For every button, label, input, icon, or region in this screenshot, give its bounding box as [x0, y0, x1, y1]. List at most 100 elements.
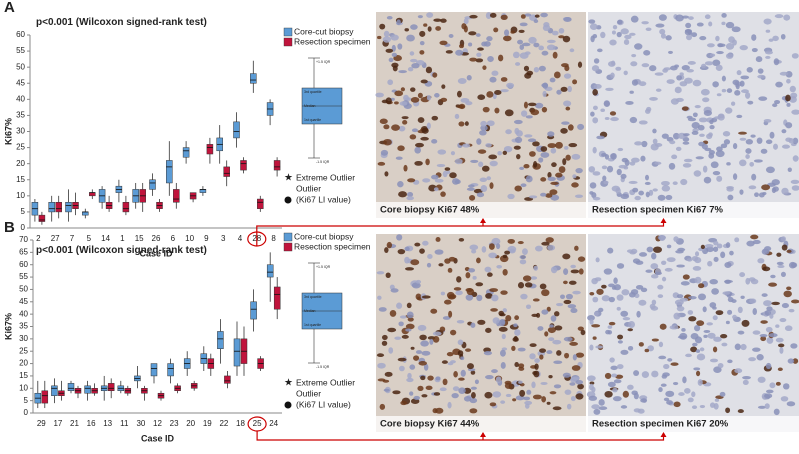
nucleus	[417, 117, 425, 124]
nucleus	[694, 276, 702, 284]
nucleus	[547, 171, 552, 179]
nucleus	[790, 343, 798, 349]
nucleus	[447, 401, 452, 409]
nucleus	[421, 295, 431, 299]
nucleus	[449, 172, 457, 179]
nucleus	[469, 14, 478, 19]
nucleus	[446, 351, 454, 357]
nucleus	[676, 306, 685, 312]
nucleus	[426, 122, 431, 130]
nucleus	[513, 323, 518, 328]
nucleus	[684, 387, 691, 394]
nucleus	[769, 309, 776, 315]
nucleus	[699, 133, 705, 137]
nucleus	[751, 34, 757, 41]
nucleus	[787, 358, 795, 364]
nucleus	[726, 186, 734, 190]
nucleus	[713, 402, 719, 410]
nucleus	[695, 156, 704, 160]
nucleus	[470, 322, 476, 328]
nucleus	[494, 107, 500, 114]
nucleus	[617, 147, 624, 152]
nucleus	[458, 387, 466, 394]
nucleus	[470, 386, 477, 390]
nucleus	[589, 319, 594, 325]
x-tick-label: 21	[70, 419, 79, 428]
nucleus	[458, 121, 465, 127]
nucleus	[514, 127, 520, 135]
nucleus	[716, 175, 723, 182]
nucleus	[747, 100, 754, 105]
nucleus	[628, 321, 636, 329]
nucleus	[703, 110, 713, 116]
nucleus	[522, 248, 528, 255]
nucleus	[520, 183, 527, 188]
x-tick-label: 1	[120, 234, 125, 243]
nucleus	[421, 394, 428, 398]
nucleus	[572, 290, 581, 295]
nucleus	[590, 111, 595, 117]
nucleus	[685, 353, 692, 358]
box	[167, 363, 174, 377]
nucleus	[702, 165, 708, 173]
nucleus	[694, 324, 701, 332]
nucleus	[552, 339, 562, 345]
nucleus	[520, 14, 526, 19]
nucleus	[448, 310, 453, 318]
nucleus	[763, 18, 772, 25]
nucleus	[595, 345, 604, 349]
nucleus	[472, 275, 477, 280]
y-tick-label: 70	[19, 235, 28, 244]
nucleus	[452, 178, 460, 185]
nucleus	[661, 276, 667, 282]
panel-label: B	[4, 219, 15, 236]
nucleus	[496, 264, 503, 269]
nucleus	[379, 118, 388, 125]
outlier-key: (Ki67 LI value)	[296, 399, 351, 409]
nucleus	[482, 106, 490, 113]
nucleus	[550, 181, 559, 186]
outlier-symbol	[284, 401, 292, 409]
nucleus	[481, 246, 487, 253]
y-tick-label: 45	[19, 297, 28, 306]
nucleus	[732, 143, 738, 150]
nucleus	[704, 14, 711, 20]
nucleus	[608, 296, 615, 303]
nucleus	[662, 68, 668, 73]
nucleus	[686, 258, 693, 262]
nucleus	[454, 158, 463, 165]
nucleus	[598, 406, 608, 410]
nucleus	[694, 336, 703, 344]
nucleus	[605, 329, 611, 335]
nucleus	[681, 15, 690, 19]
nucleus	[548, 337, 555, 342]
nucleus	[436, 163, 446, 168]
nucleus	[563, 73, 572, 79]
nucleus	[593, 58, 600, 64]
nucleus	[721, 13, 727, 18]
nucleus	[640, 155, 646, 162]
nucleus	[398, 125, 406, 132]
nucleus	[544, 331, 549, 337]
nucleus	[494, 89, 502, 96]
nucleus	[470, 370, 476, 375]
nucleus	[469, 57, 478, 62]
x-tick-label: 29	[37, 419, 46, 428]
nucleus	[439, 326, 446, 332]
nucleus	[423, 363, 429, 371]
nucleus	[500, 400, 506, 404]
nucleus	[727, 194, 734, 201]
nucleus	[721, 342, 728, 347]
nucleus	[521, 110, 528, 117]
nucleus	[699, 347, 705, 352]
nucleus	[419, 41, 425, 46]
nucleus	[589, 23, 598, 30]
nucleus	[683, 158, 693, 163]
nucleus	[591, 65, 600, 72]
nucleus	[398, 321, 404, 327]
nucleus	[524, 134, 533, 138]
nucleus	[757, 74, 766, 79]
key-label: 1st quartile	[304, 323, 321, 327]
nucleus	[498, 54, 504, 62]
nucleus	[466, 288, 475, 296]
